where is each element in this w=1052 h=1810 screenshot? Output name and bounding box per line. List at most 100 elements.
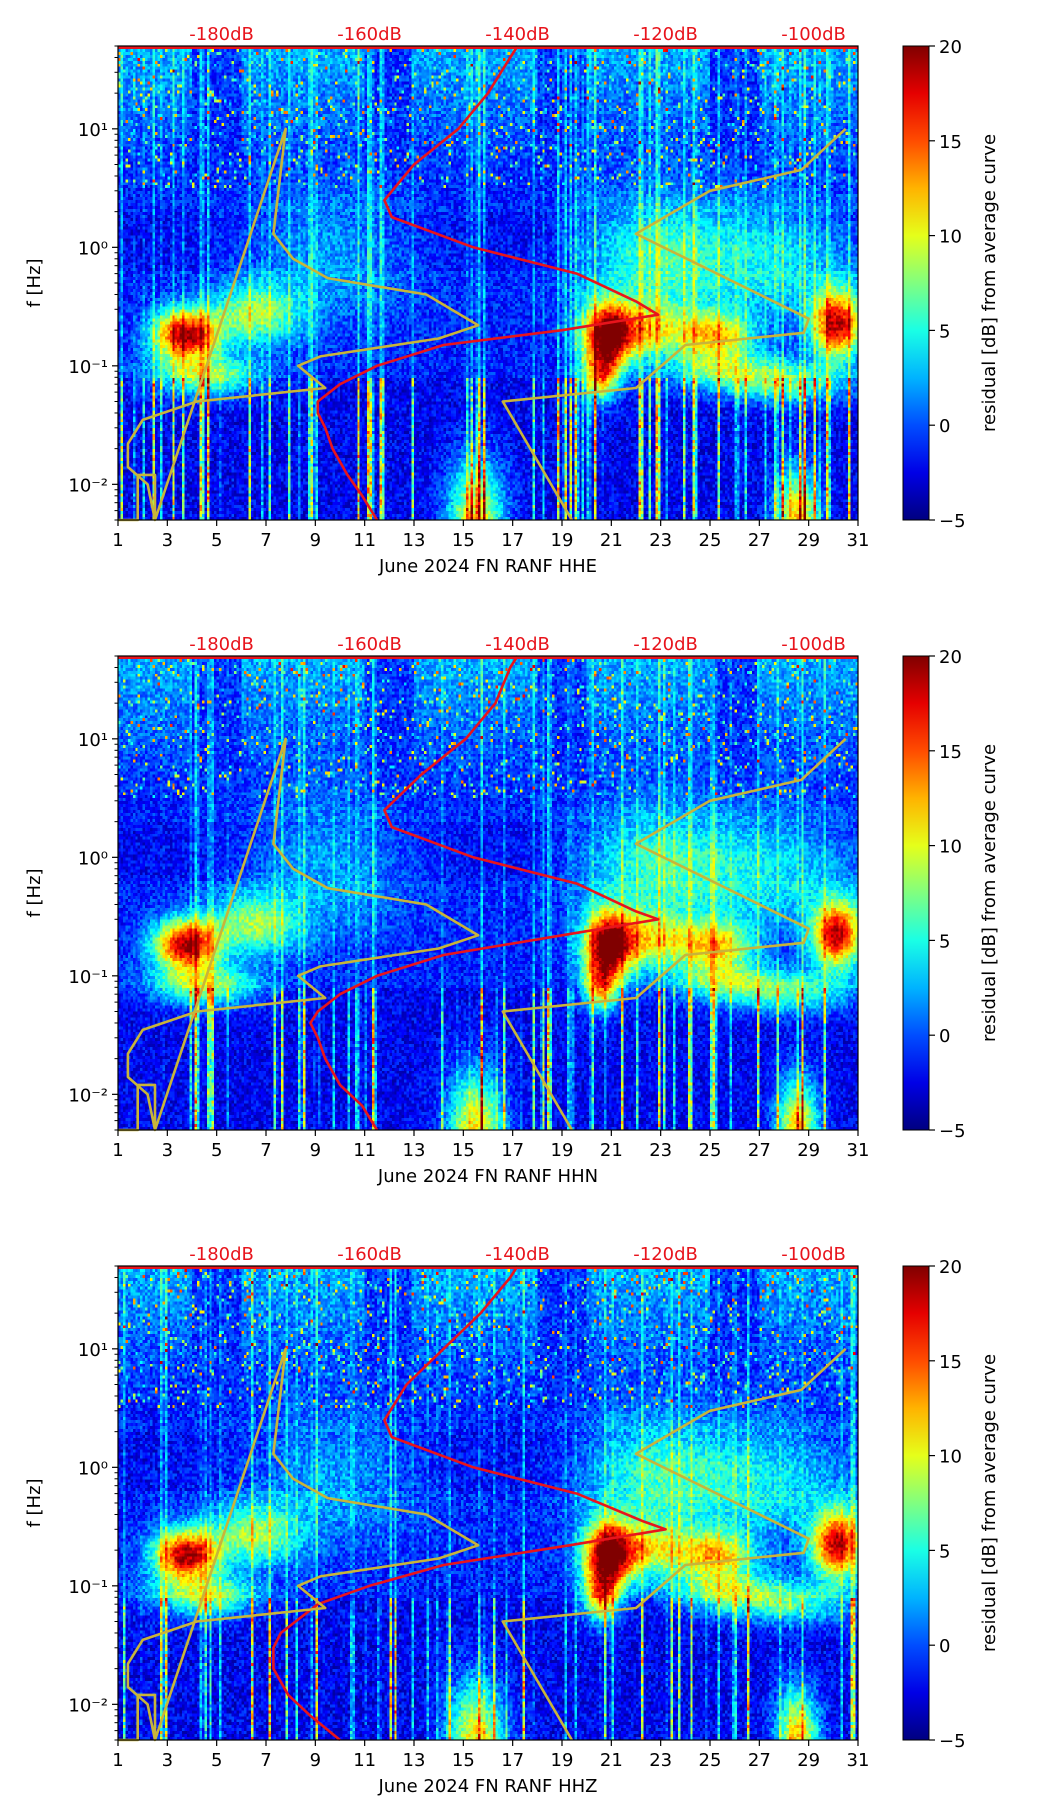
- y-tick-label: 10⁰: [78, 238, 108, 259]
- spectrogram-heatmap: [118, 656, 858, 1130]
- x-tick-label: 11: [353, 1750, 376, 1771]
- colorbar-tick-label: 15: [939, 1352, 962, 1373]
- colorbar-tick-label: 0: [939, 416, 950, 437]
- x-tick-label: 27: [748, 530, 771, 551]
- x-tick-label: 17: [501, 1750, 524, 1771]
- colorbar-tick-label: 5: [939, 931, 950, 952]
- x-tick-label: 17: [501, 530, 524, 551]
- x-tick-label: 15: [452, 1750, 475, 1771]
- x-tick-label: 31: [847, 530, 870, 551]
- y-axis-label: f [Hz]: [24, 1478, 45, 1527]
- y-tick-label: 10⁻¹: [68, 967, 108, 988]
- x-tick-label: 31: [847, 1140, 870, 1161]
- x-tick-label: 7: [260, 530, 271, 551]
- colorbar-label: residual [dB] from average curve: [979, 134, 1000, 432]
- x-tick-label: 25: [699, 1750, 722, 1771]
- x-tick-label: 1: [112, 530, 123, 551]
- top-db-tick-label: -180dB: [189, 1244, 254, 1265]
- x-tick-label: 23: [649, 1750, 672, 1771]
- x-tick-label: 13: [403, 530, 426, 551]
- y-tick-label: 10⁻¹: [68, 1577, 108, 1598]
- top-db-tick-label: -180dB: [189, 24, 254, 45]
- x-tick-label: 9: [310, 1140, 321, 1161]
- top-db-tick-label: -180dB: [189, 634, 254, 655]
- x-tick-label: 11: [353, 530, 376, 551]
- spectrogram-heatmap: [118, 46, 858, 520]
- top-db-tick-label: -140dB: [485, 1244, 550, 1265]
- y-tick-label: 10¹: [78, 120, 108, 141]
- yellow-curve-left: [118, 127, 480, 522]
- x-tick-label: 9: [310, 1750, 321, 1771]
- yellow-curve-left: [118, 737, 480, 1132]
- colorbar-tick-label: 20: [939, 647, 962, 668]
- colorbar-label: residual [dB] from average curve: [979, 1354, 1000, 1652]
- x-axis-label: June 2024 FN RANF HHN: [377, 1166, 598, 1187]
- x-tick-label: 19: [551, 530, 574, 551]
- top-db-tick-label: -100dB: [781, 1244, 846, 1265]
- x-tick-label: 3: [162, 1140, 173, 1161]
- x-tick-label: 1: [112, 1750, 123, 1771]
- red-average-curve: [316, 45, 660, 521]
- y-tick-label: 10¹: [78, 1340, 108, 1361]
- x-tick-label: 25: [699, 530, 722, 551]
- spectrogram-heatmap: [118, 1266, 858, 1740]
- top-db-tick-label: -120dB: [633, 1244, 698, 1265]
- top-db-tick-label: -100dB: [781, 24, 846, 45]
- colorbar-gradient: [902, 655, 930, 1131]
- colorbar: 20 15 10 5 0 −5 residual [dB] from average cur…: [902, 647, 1000, 1142]
- yellow-curve-left: [118, 1347, 480, 1742]
- colorbar-tick-label: 5: [939, 1541, 950, 1562]
- x-tick-label: 5: [211, 1750, 222, 1771]
- x-tick-label: 15: [452, 530, 475, 551]
- colorbar-tick-label: −5: [939, 1731, 966, 1752]
- red-average-curve: [309, 655, 660, 1131]
- top-db-tick-label: -160dB: [337, 634, 402, 655]
- colorbar-tick-label: −5: [939, 1121, 966, 1142]
- x-tick-label: 11: [353, 1140, 376, 1161]
- y-tick-label: 10⁰: [78, 848, 108, 869]
- x-axis-label: June 2024 FN RANF HHE: [378, 556, 597, 577]
- x-tick-label: 21: [600, 530, 623, 551]
- y-tick-label: 10¹: [78, 730, 108, 751]
- x-tick-label: 15: [452, 1140, 475, 1161]
- x-tick-label: 1: [112, 1140, 123, 1161]
- y-tick-label: 10⁰: [78, 1458, 108, 1479]
- colorbar-tick-label: 10: [939, 1447, 962, 1468]
- x-tick-label: 19: [551, 1140, 574, 1161]
- top-db-tick-label: -100dB: [781, 634, 846, 655]
- colorbar: 20 15 10 5 0 −5 residual [dB] from average cur…: [902, 37, 1000, 532]
- x-tick-label: 29: [797, 1750, 820, 1771]
- x-tick-label: 3: [162, 1750, 173, 1771]
- red-average-curve: [272, 1265, 667, 1742]
- x-tick-label: 7: [260, 1750, 271, 1771]
- colorbar-tick-label: 10: [939, 227, 962, 248]
- x-tick-label: 17: [501, 1140, 524, 1161]
- y-tick-label: 10⁻¹: [68, 357, 108, 378]
- x-tick-label: 5: [211, 530, 222, 551]
- x-tick-label: 9: [310, 530, 321, 551]
- top-db-tick-label: -120dB: [633, 24, 698, 45]
- x-tick-label: 7: [260, 1140, 271, 1161]
- y-tick-label: 10⁻²: [68, 1085, 108, 1106]
- colorbar-tick-label: 0: [939, 1636, 950, 1657]
- x-tick-label: 23: [649, 1140, 672, 1161]
- y-axis-label: f [Hz]: [24, 258, 45, 307]
- x-tick-label: 31: [847, 1750, 870, 1771]
- colorbar-tick-label: 0: [939, 1026, 950, 1047]
- x-tick-label: 21: [600, 1140, 623, 1161]
- x-tick-label: 3: [162, 530, 173, 551]
- top-db-tick-label: -160dB: [337, 24, 402, 45]
- x-tick-label: 19: [551, 1750, 574, 1771]
- top-db-tick-label: -120dB: [633, 634, 698, 655]
- x-axis-label: June 2024 FN RANF HHZ: [377, 1776, 597, 1797]
- top-db-tick-label: -140dB: [485, 24, 550, 45]
- colorbar-gradient: [902, 45, 930, 521]
- y-tick-label: 10⁻²: [68, 475, 108, 496]
- colorbar-tick-label: 10: [939, 837, 962, 858]
- yellow-curve-right: [501, 127, 847, 521]
